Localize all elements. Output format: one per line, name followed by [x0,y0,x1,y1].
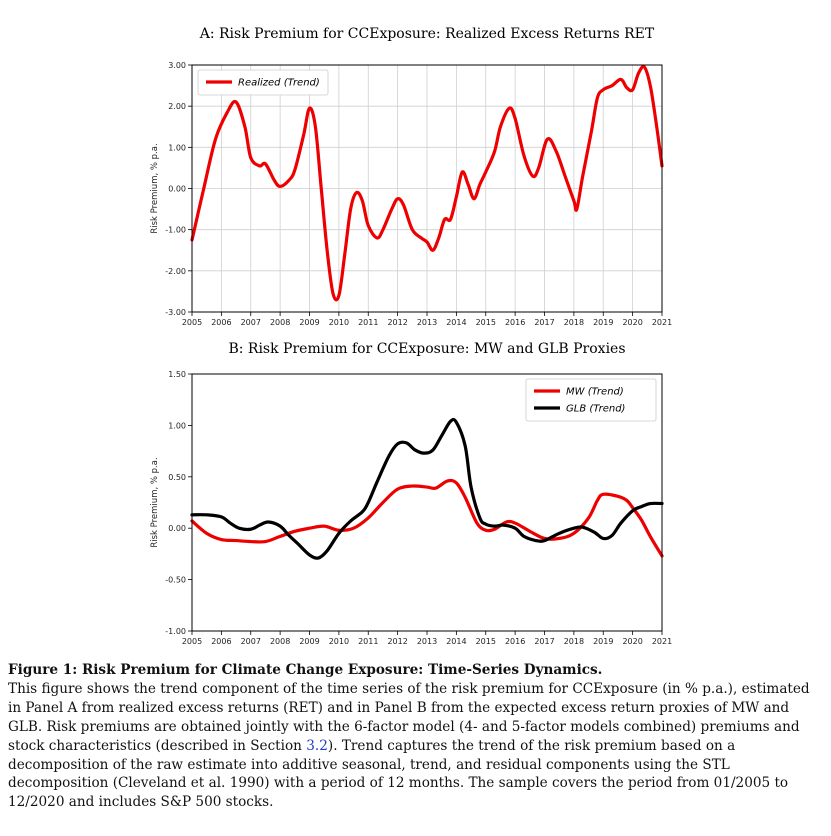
lines [190,417,664,560]
x-tick-label: 2020 [622,637,642,646]
x-tick-label: 2014 [446,637,466,646]
caption-text: ). Trend captures the trend of the risk … [8,737,789,811]
x-tick-label: 2012 [387,637,407,646]
y-tick-label: 1.00 [168,143,186,152]
x-tick-label: 2006 [211,318,231,327]
caption-title: Figure 1: Risk Premium for Climate Chang… [8,662,603,678]
y-tick-label: 3.00 [168,61,186,70]
x-tick-label: 2017 [534,318,554,327]
x-tick-label: 2005 [182,637,202,646]
section-link[interactable]: 3.2 [306,737,328,754]
data-line [190,64,664,302]
x-tick-label: 2011 [358,637,378,646]
y-tick-label: -2.00 [165,267,186,276]
lines [190,64,664,302]
x-tick-label: 2020 [622,318,642,327]
legend-label: MW (Trend) [566,387,624,398]
x-tick-label: 2018 [564,318,584,327]
x-tick-label: 2009 [299,637,319,646]
axes-frame [191,64,663,313]
y-tick-label: -0.50 [165,576,186,585]
y-tick-label: -1.00 [165,226,186,235]
caption-text: This figure shows the trend component of… [8,680,810,754]
x-tick-label: 2019 [593,318,613,327]
x-tick-label: 2015 [476,637,496,646]
y-tick-label: 1.00 [168,421,186,430]
x-tick-label: 2005 [182,318,202,327]
y-axis-label: Risk Premium, % p.a. [150,143,160,233]
x-tick-label: 2008 [270,318,290,327]
y-tick-label: 2.00 [168,102,186,111]
x-tick-label: 2019 [593,637,613,646]
x-tick-label: 2010 [329,637,349,646]
y-tick-label: 0.50 [168,473,186,482]
x-tick-label: 2021 [652,318,672,327]
data-line [190,478,664,558]
y-tick-label: -3.00 [165,308,186,317]
figure: A: Risk Premium for CCExposure: Realized… [150,26,672,646]
legend-label: Realized (Trend) [238,78,320,89]
x-tick-label: 2007 [241,318,261,327]
x-tick-label: 2013 [417,637,437,646]
y-tick-label: -1.00 [165,627,186,636]
x-tick-label: 2018 [564,637,584,646]
x-tick-label: 2016 [505,318,525,327]
x-tick-label: 2012 [387,318,407,327]
panel-title: A: Risk Premium for CCExposure: Realized… [199,26,655,42]
x-tick-label: 2021 [652,637,672,646]
x-tick-label: 2007 [241,637,261,646]
caption-body: This figure shows the trend component of… [8,680,826,812]
panel-title: B: Risk Premium for CCExposure: MW and G… [228,341,625,357]
x-tick-label: 2014 [446,318,466,327]
x-tick-label: 2013 [417,318,437,327]
y-tick-label: 0.00 [168,524,186,533]
plot [191,64,663,313]
data-line [190,417,664,560]
x-tick-label: 2011 [358,318,378,327]
x-tick-label: 2006 [211,637,231,646]
axes-frame [191,373,663,632]
caption: Figure 1: Risk Premium for Climate Chang… [8,661,826,812]
y-tick-label: 0.00 [168,185,186,194]
x-tick-label: 2017 [534,637,554,646]
x-tick-label: 2015 [476,318,496,327]
legend-box [525,378,657,422]
legend-box [197,69,329,96]
x-tick-label: 2009 [299,318,319,327]
legend-label: GLB (Trend) [566,404,625,415]
x-tick-label: 2008 [270,637,290,646]
y-axis-label: Risk Premium, % p.a. [150,457,160,547]
x-tick-label: 2010 [329,318,349,327]
y-tick-label: 1.50 [168,370,186,379]
x-tick-label: 2016 [505,637,525,646]
